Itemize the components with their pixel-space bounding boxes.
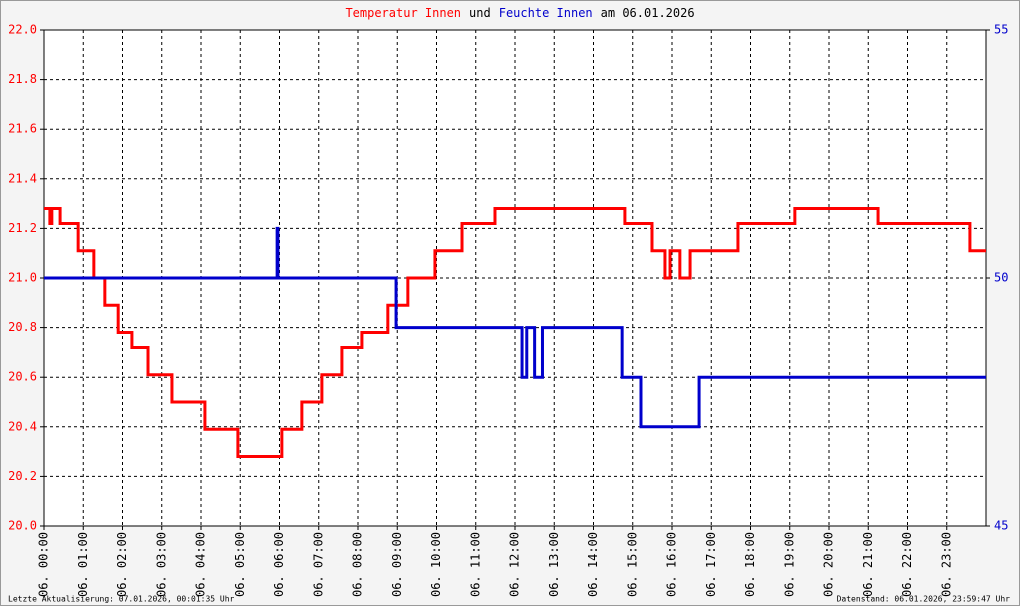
y-tick-label: 21.4: [8, 171, 37, 185]
title-part: und: [469, 6, 491, 20]
x-tick-label: 06. 08:00: [351, 532, 365, 597]
x-tick-label: 06. 13:00: [547, 532, 561, 597]
footer-left: Letzte Aktualisierung: 07.01.2026, 00:01…: [8, 595, 235, 604]
x-tick-label: 06. 03:00: [154, 532, 168, 597]
series-line: [44, 226, 986, 429]
y-tick-label: 20.8: [8, 320, 37, 334]
x-tick-label: 06. 11:00: [468, 532, 482, 597]
x-tick-label: 06. 22:00: [900, 532, 914, 597]
chart-title: Temperatur Innen und Feuchte Innen am 06.01…: [345, 6, 694, 20]
x-tick-label: 06. 09:00: [390, 532, 404, 597]
y2-tick-label: 45: [994, 519, 1008, 533]
y-tick-label: 22.0: [8, 23, 37, 37]
x-tick-label: 06. 18:00: [743, 532, 757, 597]
x-tick-label: 06. 21:00: [861, 532, 875, 597]
x-tick-label: 06. 07:00: [311, 532, 325, 597]
y-tick-label: 20.0: [8, 519, 37, 533]
x-tick-label: 06. 01:00: [76, 532, 90, 597]
x-tick-label: 06. 14:00: [586, 532, 600, 597]
y-tick-label: 21.0: [8, 271, 37, 285]
y-tick-label: 21.6: [8, 122, 37, 136]
x-tick-label: 06. 23:00: [939, 532, 953, 597]
y2-tick-label: 50: [994, 271, 1008, 285]
y2-tick-label: 55: [994, 23, 1008, 37]
x-tick-label: 06. 00:00: [37, 532, 51, 597]
x-tick-label: 06. 05:00: [233, 532, 247, 597]
footer-right: Datenstand: 06.01.2026, 23:59:47 Uhr: [837, 595, 1011, 604]
x-tick-label: 06. 06:00: [272, 532, 286, 597]
x-tick-label: 06. 17:00: [704, 532, 718, 597]
y-tick-label: 20.4: [8, 419, 37, 433]
x-tick-label: 06. 15:00: [625, 532, 639, 597]
x-tick-label: 06. 02:00: [115, 532, 129, 597]
title-part: Feuchte Innen: [499, 6, 593, 20]
x-tick-label: 06. 19:00: [782, 532, 796, 597]
x-tick-label: 06. 16:00: [665, 532, 679, 597]
x-tick-label: 06. 20:00: [822, 532, 836, 597]
y-tick-label: 21.2: [8, 221, 37, 235]
x-tick-label: 06. 10:00: [429, 532, 443, 597]
x-tick-label: 06. 04:00: [194, 532, 208, 597]
title-part: Temperatur Innen: [345, 6, 461, 20]
x-tick-label: 06. 12:00: [508, 532, 522, 597]
y-tick-label: 20.6: [8, 370, 37, 384]
y-tick-label: 20.2: [8, 469, 37, 483]
y-tick-label: 21.8: [8, 72, 37, 86]
title-part: am 06.01.2026: [601, 6, 695, 20]
